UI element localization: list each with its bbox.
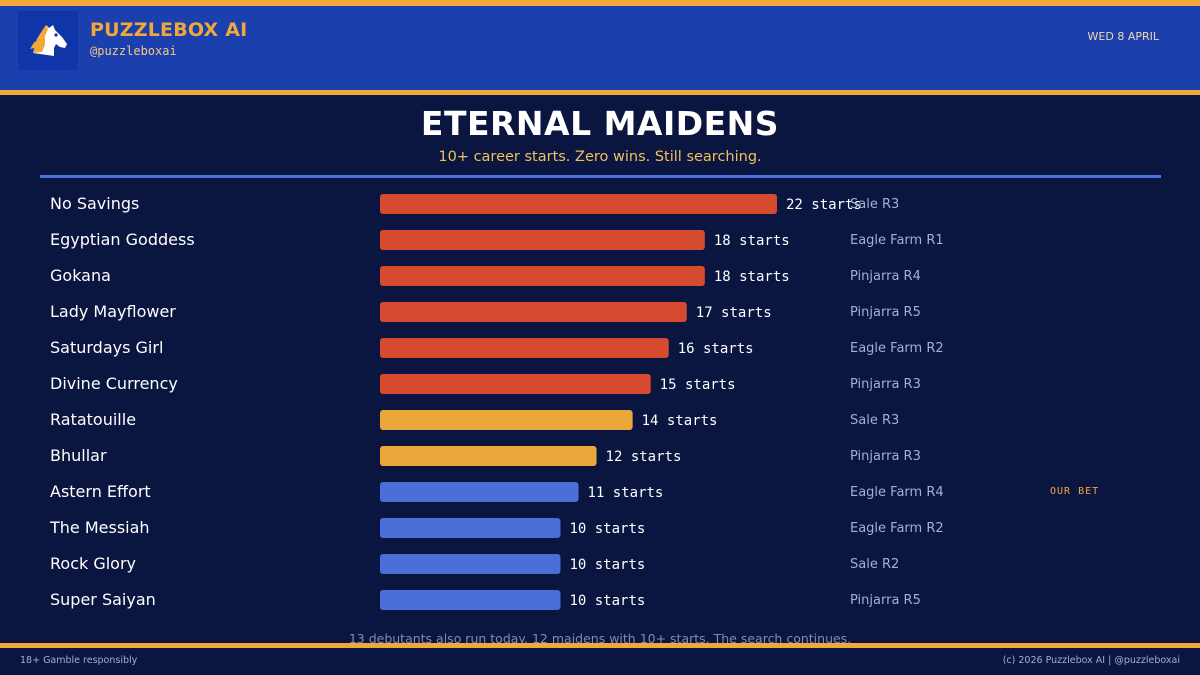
top-accent-stripe xyxy=(0,0,1200,6)
starts-label: 18 starts xyxy=(714,233,790,249)
race-label: Eagle Farm R4 xyxy=(850,485,944,500)
bar xyxy=(380,446,597,466)
race-label: Eagle Farm R2 xyxy=(850,341,944,356)
horse-name: Egyptian Goddess xyxy=(50,230,195,249)
footer-copyright: (c) 2026 Puzzlebox AI | @puzzleboxai xyxy=(1002,655,1180,666)
bar xyxy=(380,554,561,574)
header-date: WED 8 APRIL xyxy=(1087,30,1159,43)
footer-disclaimer: 18+ Gamble responsibly xyxy=(20,655,138,666)
brand-name: PUZZLEBOX AI xyxy=(90,19,248,41)
race-label: Sale R3 xyxy=(850,413,899,428)
logo xyxy=(18,11,78,70)
race-label: Sale R2 xyxy=(850,557,899,572)
horse-name: Astern Effort xyxy=(50,482,151,501)
race-label: Sale R3 xyxy=(850,197,899,212)
race-label: Eagle Farm R1 xyxy=(850,233,944,248)
foot-note: 13 debutants also run today. 12 maidens … xyxy=(348,631,852,646)
starts-label: 10 starts xyxy=(569,521,645,537)
bar xyxy=(380,410,633,430)
starts-label: 11 starts xyxy=(588,485,664,501)
race-label: Pinjarra R3 xyxy=(850,377,921,392)
horse-head-icon xyxy=(18,11,78,70)
horse-name: Rock Glory xyxy=(50,554,136,573)
bar xyxy=(380,266,705,286)
starts-label: 12 starts xyxy=(606,449,682,465)
bar xyxy=(380,194,777,214)
race-label: Pinjarra R5 xyxy=(850,305,921,320)
starts-label: 17 starts xyxy=(696,305,772,321)
starts-label: 18 starts xyxy=(714,269,790,285)
title-divider xyxy=(40,175,1161,178)
horse-name: Ratatouille xyxy=(50,410,136,429)
horse-name: Divine Currency xyxy=(50,374,178,393)
bar xyxy=(380,590,561,610)
horse-name: The Messiah xyxy=(49,518,150,537)
bar xyxy=(380,302,687,322)
race-label: Pinjarra R5 xyxy=(850,593,921,608)
horse-name: No Savings xyxy=(50,194,139,213)
footer: 18+ Gamble responsibly (c) 2026 Puzzlebo… xyxy=(0,648,1200,675)
bar xyxy=(380,338,669,358)
our-bet-tag: OUR BET xyxy=(1050,486,1099,497)
bar xyxy=(380,374,651,394)
bar xyxy=(380,518,561,538)
horse-name: Lady Mayflower xyxy=(50,302,176,321)
horse-name: Bhullar xyxy=(50,446,107,465)
horse-name: Super Saiyan xyxy=(50,590,156,609)
horse-name: Saturdays Girl xyxy=(50,338,163,357)
race-label: Pinjarra R4 xyxy=(850,269,921,284)
starts-label: 14 starts xyxy=(642,413,718,429)
chart-title: ETERNAL MAIDENS xyxy=(420,104,780,143)
starts-label: 15 starts xyxy=(660,377,736,393)
starts-label: 22 starts xyxy=(786,197,862,213)
bar xyxy=(380,230,705,250)
footer-accent-stripe xyxy=(0,643,1200,648)
brand-handle: @puzzleboxai xyxy=(90,44,177,58)
race-label: Pinjarra R3 xyxy=(850,449,921,464)
bar xyxy=(380,482,579,502)
starts-label: 10 starts xyxy=(569,557,645,573)
starts-label: 16 starts xyxy=(678,341,754,357)
starts-label: 10 starts xyxy=(569,593,645,609)
header-accent-stripe xyxy=(0,90,1200,95)
horse-name: Gokana xyxy=(50,266,111,285)
race-label: Eagle Farm R2 xyxy=(850,521,944,536)
chart-subtitle: 10+ career starts. Zero wins. Still sear… xyxy=(438,149,762,165)
header: PUZZLEBOX AI @puzzleboxai WED 8 APRIL xyxy=(0,6,1200,90)
